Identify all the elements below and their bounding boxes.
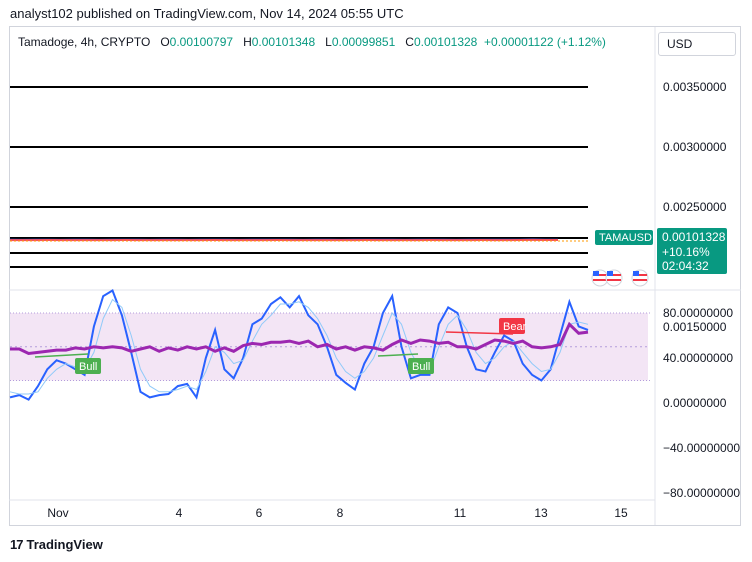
oscillator-tick-label: 0.00000000 — [663, 396, 727, 410]
brand-label: TradingView — [26, 537, 103, 552]
flag-canton — [593, 271, 599, 276]
tradingview-logo-icon: 17 — [10, 537, 24, 552]
time-tick-label: 15 — [614, 506, 628, 520]
flag-stripe — [593, 279, 607, 281]
flag-stripe — [607, 274, 621, 276]
symbol-legend: Tamadoge, 4h, CRYPTO O0.00100797 H0.0010… — [18, 35, 606, 49]
time-tick-label: Nov — [47, 506, 68, 520]
price-badge: TAMAUSD 0.00101328+10.16%02:04:32 — [591, 228, 727, 287]
published-header: analyst102 published on TradingView.com,… — [10, 6, 404, 21]
bull-divergence-line — [34, 353, 89, 358]
high-value: 0.00101348 — [251, 35, 316, 49]
high-label: H — [243, 35, 252, 49]
last-price-badge — [657, 228, 727, 274]
oscillator-series-line — [10, 321, 589, 356]
flag-icon — [631, 269, 649, 287]
flag-stripe — [633, 279, 647, 281]
divergence-label-box — [75, 358, 101, 374]
last-price-label: 0.00101328 — [662, 230, 726, 244]
price-tick-label: 0.00150000 — [663, 320, 727, 334]
chart-frame — [9, 26, 741, 526]
oscillator-tick-label: −40.00000000 — [663, 441, 740, 455]
price-pane: 0.003500000.003000000.002500000.00200000… — [9, 27, 741, 525]
low-value: 0.00099851 — [331, 35, 396, 49]
price-tick-label: 0.00350000 — [663, 80, 727, 94]
divergence-label: Bull — [79, 361, 97, 373]
price-tick-label: 0.00250000 — [663, 200, 727, 214]
bull-divergence-line — [377, 353, 419, 357]
close-label: C — [405, 35, 414, 49]
tradingview-logo[interactable]: 17 TradingView — [10, 537, 103, 552]
flag-stripe — [633, 274, 647, 276]
divergence-label-box — [408, 358, 434, 374]
flag-stripe — [607, 279, 621, 281]
open-label: O — [160, 35, 170, 49]
flag-canton — [607, 271, 613, 276]
divergence-label-box — [499, 318, 525, 334]
symbol-badge-label: TAMAUSD — [599, 232, 652, 244]
oscillator-tick-label: −80.00000000 — [663, 486, 740, 500]
time-axis: Nov 4 6 8 11 13 15 — [9, 499, 655, 520]
change-value: +0.00001122 (+1.12%) — [484, 35, 606, 49]
oscillator-series-line — [9, 289, 589, 401]
oscillator-pane: 80.00000000 40.00000000 0.00000000 −40.0000… — [9, 289, 740, 500]
currency-button[interactable]: USD — [658, 32, 736, 56]
time-tick-label: 13 — [534, 506, 548, 520]
time-tick-label: 6 — [256, 506, 263, 520]
time-tick-label: 8 — [337, 506, 344, 520]
price-tick-label: 0.00300000 — [663, 140, 727, 154]
symbol-badge — [595, 230, 653, 245]
flag-icon — [605, 269, 623, 287]
divergence-label: Bull — [412, 361, 430, 373]
change-pct-label: +10.16% — [662, 245, 710, 259]
close-value: 0.00101328 — [413, 35, 478, 49]
flag-canton — [633, 271, 639, 276]
divergence-label: Bear — [503, 321, 527, 333]
oscillator-series-line — [9, 298, 589, 395]
countdown-label: 02:04:32 — [662, 259, 709, 273]
oscillator-tick-label: 40.00000000 — [663, 351, 733, 365]
flag-stripe — [593, 274, 607, 276]
low-label: L — [325, 35, 332, 49]
open-value: 0.00100797 — [169, 35, 234, 49]
symbol-line[interactable]: Tamadoge, 4h, CRYPTO — [18, 35, 151, 49]
time-tick-label: 4 — [176, 506, 183, 520]
oscillator-tick-label: 80.00000000 — [663, 306, 733, 320]
time-tick-label: 11 — [454, 506, 467, 520]
